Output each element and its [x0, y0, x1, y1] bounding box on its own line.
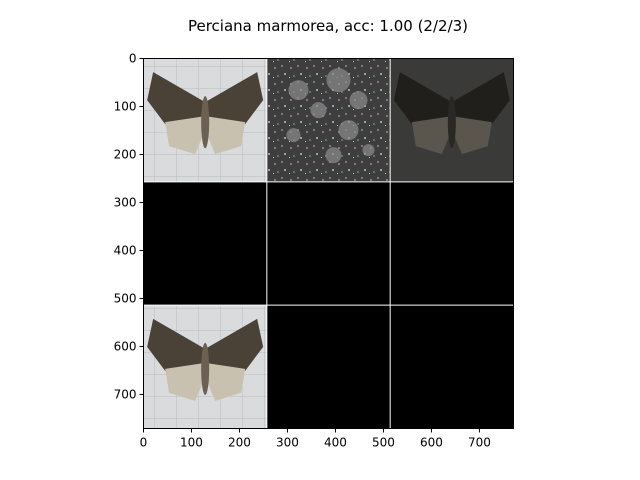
y-tick-label: 200 — [114, 147, 137, 161]
x-tick-label: 100 — [180, 436, 203, 450]
x-tick-label: 400 — [324, 436, 347, 450]
moth-figure — [147, 72, 264, 155]
noise-blotches — [286, 68, 375, 164]
x-tick-label: 500 — [372, 436, 395, 450]
axes-frame — [143, 58, 514, 429]
cell-decorations — [147, 68, 510, 401]
y-tick-label: 300 — [114, 195, 137, 209]
x-axis: 0 100 200 300 400 500 600 700 — [140, 428, 491, 450]
y-tick-label: 600 — [114, 339, 137, 353]
y-tick-label: 400 — [114, 243, 137, 257]
image-cells — [143, 58, 514, 429]
y-tick-label: 700 — [114, 387, 137, 401]
x-tick-label: 200 — [228, 436, 251, 450]
y-axis: 0 100 200 300 400 500 600 700 — [114, 52, 144, 401]
moth-figure — [147, 318, 264, 401]
cell-black-r1c0 — [143, 181, 267, 306]
cell-black-r1c2 — [390, 181, 514, 306]
y-tick-label: 500 — [114, 291, 137, 305]
cell-black-r1c1 — [266, 181, 391, 306]
x-tick-label: 300 — [276, 436, 299, 450]
cell-black-r2c1 — [266, 305, 391, 429]
cell-black-r2c2 — [390, 305, 514, 429]
chart-title: Perciana marmorea, acc: 1.00 (2/2/3) — [188, 17, 468, 35]
x-tick-label: 700 — [468, 436, 491, 450]
y-tick-label: 0 — [129, 52, 137, 66]
y-tick-label: 100 — [114, 99, 137, 113]
x-tick-label: 600 — [420, 436, 443, 450]
x-tick-label: 0 — [140, 436, 148, 450]
cell-separators — [143, 58, 514, 429]
moth-figure — [393, 72, 510, 155]
